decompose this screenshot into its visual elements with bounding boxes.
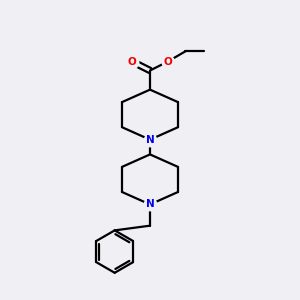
Text: O: O [128, 57, 137, 67]
Text: N: N [146, 135, 154, 145]
Text: O: O [163, 57, 172, 67]
Text: N: N [146, 200, 154, 209]
